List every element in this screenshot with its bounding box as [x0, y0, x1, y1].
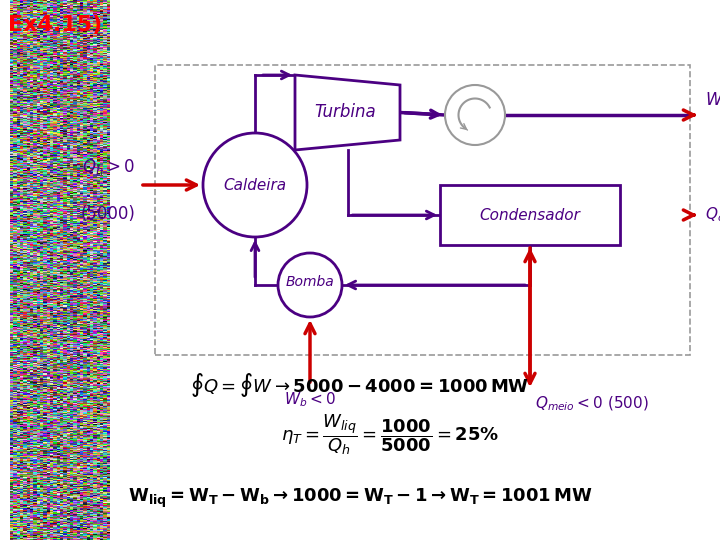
Text: Bomba: Bomba	[286, 275, 334, 289]
Bar	[440, 185, 620, 245]
Text: $Q_h>0$: $Q_h>0$	[82, 157, 135, 177]
Bar	[155, 65, 690, 355]
Text: $\oint Q = \oint W \rightarrow \mathbf{5000 - 4000 = 1000\,MW}$: $\oint Q = \oint W \rightarrow \mathbf{5…	[190, 371, 530, 399]
Text: $Q_c<0$ (3500): $Q_c<0$ (3500)	[705, 206, 720, 224]
Text: $Q_{meio}<0$ (500): $Q_{meio}<0$ (500)	[535, 395, 649, 414]
Polygon shape	[295, 75, 400, 150]
Text: $\eta_T = \dfrac{W_{liq}}{Q_h} = \dfrac{\mathbf{1000}}{\mathbf{5000}} = \mathbf{: $\eta_T = \dfrac{W_{liq}}{Q_h} = \dfrac{…	[281, 413, 499, 457]
Text: Turbina: Turbina	[314, 103, 376, 121]
Text: Ex4.15): Ex4.15)	[8, 15, 102, 35]
Text: $\mathbf{W_{liq} = W_T - W_b \rightarrow 1000 = W_T - 1 \rightarrow W_T = 1001\,: $\mathbf{W_{liq} = W_T - W_b \rightarrow…	[127, 487, 593, 510]
Circle shape	[445, 85, 505, 145]
Text: $W_b<0$: $W_b<0$	[284, 390, 336, 409]
Text: Caldeira: Caldeira	[223, 178, 287, 192]
Text: (5000): (5000)	[80, 205, 135, 223]
Circle shape	[278, 253, 342, 317]
Circle shape	[203, 133, 307, 237]
Text: Condensador: Condensador	[480, 207, 580, 222]
Text: $W_T>0$: $W_T>0$	[705, 90, 720, 110]
